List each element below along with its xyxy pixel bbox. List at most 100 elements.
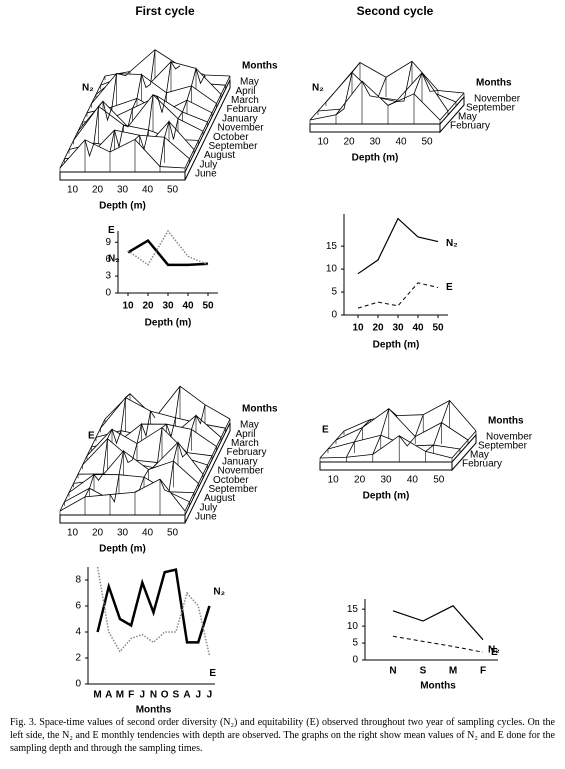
depth-tick-label: 50 [421,137,433,148]
series-line [96,568,211,644]
wireframe-row [59,138,186,169]
month-label: May [470,450,489,461]
wireframe-row [319,435,453,459]
wireframe-col [346,419,371,458]
wireframe-col [425,400,450,452]
wireframe-col [59,418,106,512]
month-label: January [222,113,258,124]
x-tick-label: 20 [142,301,154,312]
variable-label: E [322,425,329,436]
wireframe-col [84,393,131,498]
month-label: May [240,77,259,88]
y-tick-label: 5 [331,287,337,298]
month-label: March [231,438,259,449]
wireframe-row [91,73,217,104]
wireframe-col [134,386,181,493]
month-label: August [204,493,235,504]
y-tick-label: 5 [352,638,358,649]
wireframe-row [68,474,195,493]
x-tick-label: 40 [182,301,194,312]
wireframe-row [59,478,186,512]
month-label: February [227,104,267,115]
y-tick-label: 0 [105,288,111,299]
series-line [127,229,209,266]
y-tick-label: 3 [105,271,111,282]
panel-header: First cycle [135,4,195,18]
series-line [357,217,439,275]
depth-label: Depth (m) [352,153,399,164]
x-tick-label: A [183,690,190,701]
wireframe-col [134,60,181,151]
x-tick-label: N [389,666,396,677]
month-label: November [486,432,533,443]
depth-tick-label: 10 [67,528,79,539]
month-label: July [200,159,218,170]
depth-tick-label: 40 [142,185,154,196]
wireframe-col [387,61,413,106]
series-line [392,605,484,641]
variable-label: N₂ [312,83,324,94]
wireframe-col [84,71,131,158]
y-tick-label: 15 [326,241,338,252]
series-label: E [108,225,115,236]
month-label: August [204,150,235,161]
x-tick-label: 10 [122,301,134,312]
wireframe-col [398,414,424,447]
depth-tick-label: 30 [117,528,129,539]
month-label: June [195,169,217,180]
depth-label: Depth (m) [99,544,146,555]
wireframe-col [59,75,106,169]
y-tick-label: 10 [326,264,338,275]
x-tick-label: 50 [432,323,444,334]
wireframe-col [309,92,335,121]
month-label: September [209,484,259,495]
series-label: N₂ [108,253,120,264]
wireframe-col [159,67,206,167]
month-label: July [200,502,218,513]
depth-label: Depth (m) [363,491,410,502]
month-label: October [213,475,249,486]
y-tick-label: 0 [75,679,81,690]
wireframe-row [335,408,469,441]
y-tick-label: 10 [347,621,359,632]
month-label: February [227,447,267,458]
depth-tick-label: 20 [354,475,366,486]
x-tick-label: M [116,690,124,701]
series-label: N₂ [446,238,458,249]
base-side [184,79,231,181]
wireframe-col [451,430,477,459]
base-slab [319,461,453,471]
y-tick-label: 2 [75,653,81,664]
months-title: Months [476,78,512,89]
month-label: January [222,456,258,467]
depth-tick-label: 40 [407,475,419,486]
x-tick-label: M [93,690,101,701]
depth-tick-label: 30 [117,185,129,196]
x-tick-label: J [195,690,201,701]
wireframe-col [184,75,231,169]
series-label: N₂ [488,644,500,655]
wireframe-col [184,418,231,512]
x-axis-label: Months [420,681,456,692]
month-label: February [450,121,490,132]
depth-tick-label: 30 [369,137,381,148]
base-slab [59,171,186,181]
y-tick-label: 6 [105,254,111,265]
x-tick-label: F [480,666,486,677]
depth-tick-label: 40 [142,528,154,539]
month-label: March [231,95,259,106]
y-tick-label: 8 [75,575,81,586]
x-tick-label: 40 [412,323,424,334]
month-label: May [240,420,259,431]
depth-tick-label: 50 [167,185,179,196]
x-tick-label: 30 [162,301,174,312]
x-tick-label: 20 [372,323,384,334]
month-label: June [195,512,217,523]
x-tick-label: A [105,690,112,701]
series-label: E [209,668,216,679]
depth-tick-label: 40 [395,137,407,148]
x-tick-label: J [207,690,213,701]
x-axis-label: Depth (m) [373,340,420,351]
caption: Fig. 3. Space-time values of second orde… [10,717,555,754]
